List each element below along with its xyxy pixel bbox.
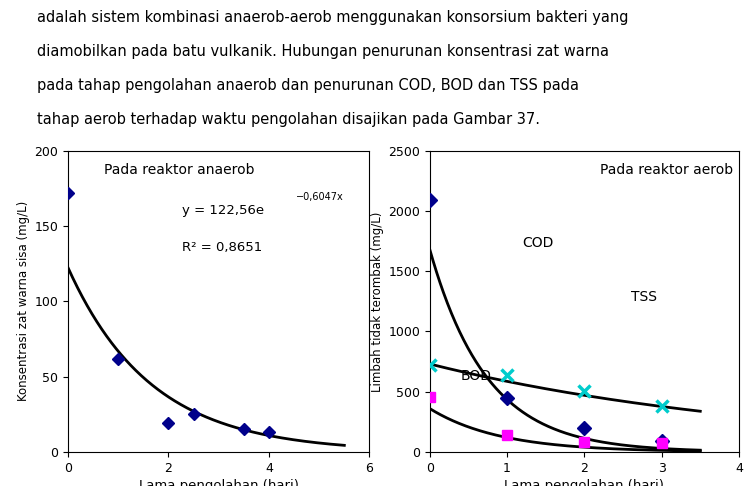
Text: Pada reaktor aerob: Pada reaktor aerob bbox=[600, 163, 733, 177]
Text: COD: COD bbox=[523, 236, 554, 250]
X-axis label: Lama pengolahan (hari): Lama pengolahan (hari) bbox=[139, 479, 299, 486]
Text: TSS: TSS bbox=[630, 290, 657, 304]
Text: BOD: BOD bbox=[461, 369, 492, 382]
Text: pada tahap pengolahan anaerob dan penurunan COD, BOD dan TSS pada: pada tahap pengolahan anaerob dan penuru… bbox=[37, 78, 579, 93]
Text: R² = 0,8651: R² = 0,8651 bbox=[182, 241, 262, 254]
Y-axis label: Limbah tidak terombak (mg/L): Limbah tidak terombak (mg/L) bbox=[371, 211, 384, 392]
Text: −0,6047x: −0,6047x bbox=[296, 192, 343, 202]
Text: diamobilkan pada batu vulkanik. Hubungan penurunan konsentrasi zat warna: diamobilkan pada batu vulkanik. Hubungan… bbox=[37, 44, 609, 59]
Text: adalah sistem kombinasi anaerob-aerob menggunakan konsorsium bakteri yang: adalah sistem kombinasi anaerob-aerob me… bbox=[37, 10, 629, 25]
Text: y = 122,56e: y = 122,56e bbox=[182, 205, 265, 217]
Text: tahap aerob terhadap waktu pengolahan disajikan pada Gambar 37.: tahap aerob terhadap waktu pengolahan di… bbox=[37, 112, 541, 127]
X-axis label: Lama pengolahan (hari): Lama pengolahan (hari) bbox=[504, 479, 664, 486]
Text: Pada reaktor anaerob: Pada reaktor anaerob bbox=[104, 163, 255, 177]
Y-axis label: Konsentrasi zat warna sisa (mg/L): Konsentrasi zat warna sisa (mg/L) bbox=[17, 201, 30, 401]
